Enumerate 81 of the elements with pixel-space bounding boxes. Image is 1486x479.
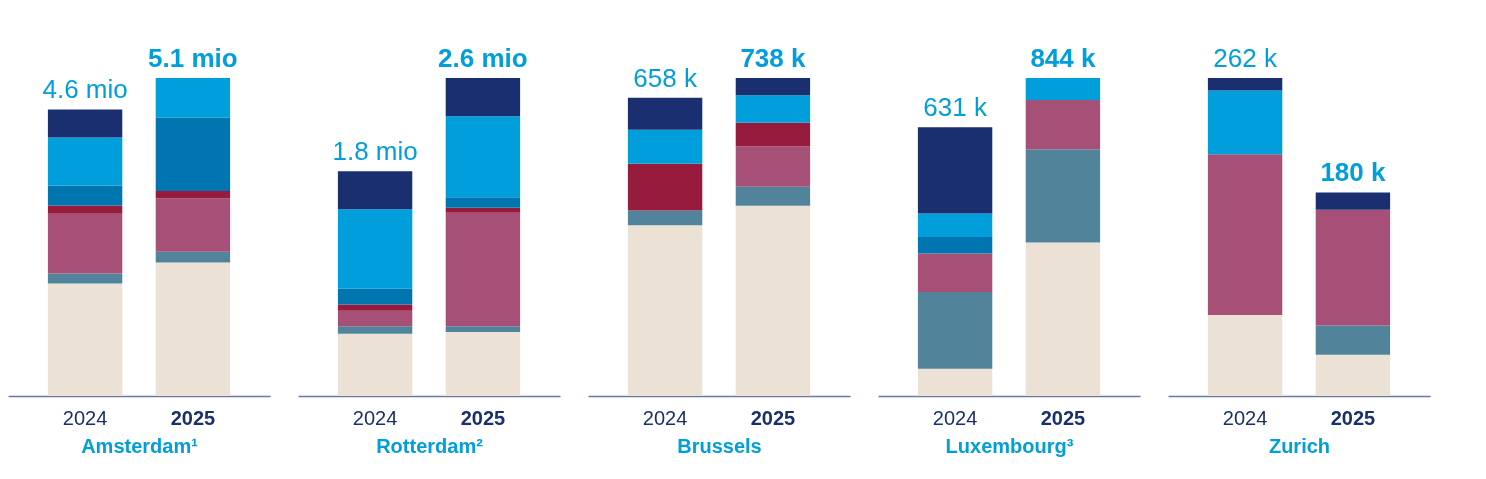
bar	[1315, 325, 1391, 355]
bar	[155, 117, 231, 191]
bar	[47, 213, 123, 274]
annotation: 658 k	[633, 62, 698, 93]
bar	[337, 326, 413, 334]
x-axis-title: Rotterdam²	[376, 434, 484, 457]
annotation: 631 k	[923, 92, 988, 123]
x-tick-label: 2025	[1330, 406, 1376, 429]
x-tick-label: 2024	[352, 406, 398, 429]
bar	[1207, 90, 1283, 155]
bar	[337, 209, 413, 289]
bar	[917, 127, 993, 214]
annotation: 180 k	[1320, 157, 1386, 188]
x-tick-label: 2025	[460, 406, 506, 429]
annotation: 4.6 mio	[42, 74, 128, 105]
x-axis-title: Brussels	[677, 434, 762, 457]
text: 738 k	[740, 43, 806, 73]
bar	[1025, 149, 1101, 243]
bar	[1207, 314, 1283, 396]
bar	[47, 109, 123, 138]
bar	[337, 288, 413, 305]
bar	[337, 333, 413, 396]
bar	[917, 237, 993, 254]
bar	[627, 97, 703, 130]
x-tick-label: 2024	[932, 406, 978, 429]
bar	[445, 197, 521, 208]
bar	[47, 137, 123, 186]
bar	[1315, 192, 1391, 210]
x-axis-title: Zurich	[1268, 434, 1331, 457]
bar	[155, 198, 231, 252]
bar	[917, 253, 993, 293]
bar	[155, 262, 231, 396]
x-axis-title: Luxembourg³	[945, 434, 1074, 457]
bar	[1025, 78, 1101, 100]
bar	[155, 251, 231, 263]
text: 844 k	[1030, 43, 1096, 73]
text: 2.6 mio	[438, 43, 528, 73]
bar	[735, 146, 811, 187]
bar	[917, 213, 993, 237]
bar	[47, 205, 123, 214]
bar	[337, 310, 413, 327]
bar	[735, 95, 811, 123]
bar	[627, 163, 703, 211]
bar	[917, 368, 993, 396]
bar	[155, 190, 231, 199]
bar	[1025, 99, 1101, 150]
bar	[917, 292, 993, 369]
bar	[735, 186, 811, 206]
x-tick-label: 2025	[750, 406, 796, 429]
annotation: 1.8 mio	[332, 136, 418, 167]
bar	[445, 332, 521, 396]
bar	[337, 304, 413, 311]
bar	[627, 210, 703, 226]
bar	[1315, 209, 1391, 326]
x-axis-title: Amsterdam¹	[81, 434, 199, 457]
bar	[337, 171, 413, 210]
bar	[445, 78, 521, 117]
bar	[1025, 242, 1101, 396]
bar	[735, 122, 811, 147]
text: 5.1 mio	[148, 43, 238, 73]
bar	[735, 205, 811, 396]
bar	[445, 207, 521, 213]
bar	[445, 212, 521, 327]
bar	[1207, 78, 1283, 91]
bar	[47, 283, 123, 396]
x-tick-label: 2024	[642, 406, 688, 429]
bar	[155, 78, 231, 118]
bar	[1315, 354, 1391, 396]
x-tick-label: 2024	[62, 406, 108, 429]
bar	[445, 116, 521, 198]
bar	[627, 129, 703, 164]
bar	[735, 78, 811, 96]
x-tick-label: 2025	[1040, 406, 1086, 429]
bar	[1207, 154, 1283, 315]
bar	[47, 185, 123, 206]
text: 262 k	[1213, 43, 1278, 73]
bar	[47, 273, 123, 284]
bar	[627, 225, 703, 396]
x-tick-label: 2024	[1222, 406, 1268, 429]
bar	[445, 326, 521, 333]
x-tick-label: 2025	[170, 406, 216, 429]
